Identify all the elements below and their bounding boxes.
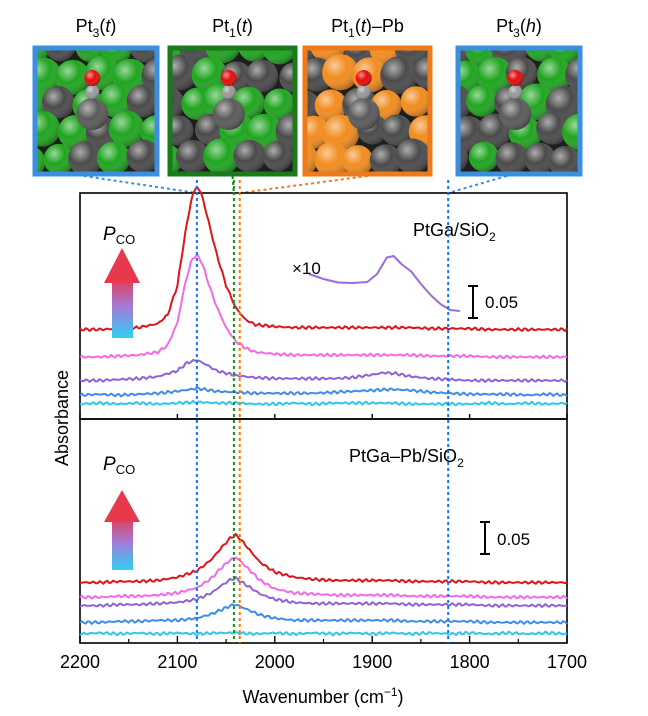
sample-label: PtGa–Pb/SiO2 [349,446,464,470]
inset-0: Pt3(t) [32,16,160,177]
magnified-group [308,255,461,312]
arrow-shaft [112,276,133,338]
magnified-series [308,255,461,312]
x-axis: 2200 2100 2000 1900 1800 1700 [60,414,587,672]
spectrum-series-2 [79,359,568,383]
connector-line [239,175,368,194]
panel-ptga-pb: PCO PtGa–Pb/SiO2 0.05 [79,418,568,644]
y-axis-label: Absorbance [52,370,72,466]
x-tick-label: 2200 [60,652,100,672]
x-tick-label: 1900 [352,652,392,672]
spectrum-series-1 [79,386,568,398]
connector-line [447,175,508,194]
x-tick-label: 1800 [450,652,490,672]
spectrum-series-3 [79,253,568,360]
spectrum-series-2 [79,576,568,609]
inset-label: Pt1(t) [212,16,253,40]
arrow-shaft [112,515,133,570]
spectrum-series-3 [79,556,568,600]
inset-3: Pt3(h) [455,16,583,177]
arrow-head [104,490,140,522]
inset-label: Pt1(t)–Pb [331,16,404,40]
inset-label: Pt3(h) [496,16,542,40]
pressure-arrow [104,248,140,338]
series-group [79,185,568,407]
scale-bar-label: 0.05 [497,530,530,549]
scale-bar: 0.05 [468,285,518,319]
spectrum-series-0 [79,399,568,407]
inset-connectors [83,175,508,194]
spectrum-series-0 [79,630,568,637]
panel-ptga: PCO PtGa/SiO2 ×10 0.05 [79,185,568,420]
reference-lines [195,180,450,643]
x-tick-label: 2000 [255,652,295,672]
arrow-head [104,248,140,283]
pressure-arrow [104,490,140,570]
inset-border [167,45,298,177]
adsorption-site-insets: Pt3(t) Pt1(t) Pt1(t)–Pb Pt3(h) [32,16,583,177]
scale-bar: 0.05 [480,521,530,555]
connector-line [83,175,198,194]
spectrum-series-4 [80,532,568,585]
sample-label: PtGa/SiO2 [413,220,496,244]
inset-border [455,45,583,177]
spectrum-series-1 [79,603,568,625]
inset-label: Pt3(t) [76,16,117,40]
inset-border [32,45,160,177]
inset-1: Pt1(t) [167,16,298,177]
x-axis-label: Wavenumber (cm−1) [242,685,403,707]
scale-bar-label: 0.05 [485,293,518,312]
x-tick-label: 2100 [157,652,197,672]
connector-line [231,175,235,194]
spectrum-series-4 [79,185,568,332]
magnification-label: ×10 [292,259,321,278]
pressure-label: PCO [103,454,135,477]
x-tick-label: 1700 [547,652,587,672]
inset-border [302,45,433,177]
pressure-label: PCO [103,224,135,247]
series-group [79,532,568,637]
panel-frame [79,418,568,644]
inset-2: Pt1(t)–Pb [302,16,433,177]
